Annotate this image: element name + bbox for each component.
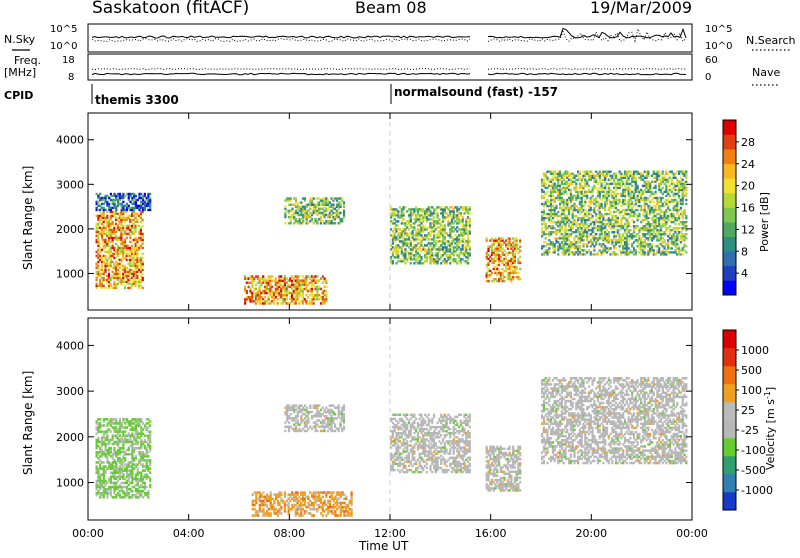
colorbar-swatch [723,474,736,492]
power-ylabel: Slant Range [km] [21,166,35,270]
nave-trace [92,69,686,70]
y-tick-label: 3000 [56,178,84,191]
date-title: 19/Mar/2009 [590,0,692,17]
colorbar-swatch [723,492,736,510]
y-tick-label: 2000 [56,223,84,236]
colorbar-swatch [723,280,736,295]
velocity-colorbar-label: Velocity [m s-1] [763,387,777,470]
beam-title: Beam 08 [355,0,427,17]
colorbar-swatch [723,208,736,223]
cpid-themis: themis 3300 [95,93,179,107]
colorbar-swatch [723,420,736,438]
colorbar-swatch [723,251,736,266]
nsky-trace [92,29,686,39]
colorbar-swatch [723,384,736,402]
nsearch-trace [92,29,686,42]
colorbar-tick-label: 16 [741,202,755,215]
x-tick-label: 04:00 [173,527,205,540]
sky-tick-top: 10^5 [50,24,77,35]
colorbar-swatch [723,222,736,237]
colorbar-tick-label: 25 [741,404,755,417]
x-tick-label: 00:00 [676,527,708,540]
colorbar-tick-label: 12 [741,223,755,236]
colorbar-tick-label: 100 [741,384,762,397]
colorbar-swatch [723,149,736,164]
x-tick-label: 08:00 [273,527,305,540]
colorbar-swatch [723,193,736,208]
nave-tick-bottom: 0 [705,72,711,83]
freq-nave-panel [88,54,692,80]
colorbar-swatch [723,237,736,252]
y-tick-label: 3000 [56,385,84,398]
colorbar-swatch [723,330,736,348]
colorbar-swatch [723,164,736,179]
y-tick-label: 1000 [56,267,84,280]
sky-tick-bottom: 10^0 [50,41,77,52]
freq-tick-top: 18 [62,55,75,66]
sky-search-panel [88,24,692,52]
nsky-label: N.Sky [4,33,36,46]
velocity-colorbar-label-end: ] [764,387,777,391]
colorbar-swatch [723,178,736,193]
velocity-colorbar-label-sup: -1 [763,391,772,399]
x-tick-label: 00:00 [72,527,104,540]
y-tick-label: 4000 [56,134,84,147]
colorbar-swatch [723,456,736,474]
colorbar-tick-label: 28 [741,136,755,149]
nave-tick-top: 60 [705,55,718,66]
nsearch-label: N.Search [746,34,796,47]
colorbar-tick-label: 4 [741,267,748,280]
colorbar-tick-label: -1000 [741,484,773,497]
colorbar-tick-label: 24 [741,158,755,171]
colorbar-tick-label: 1000 [741,344,769,357]
colorbar-tick-label: -100 [741,444,766,457]
freq-tick-bottom: 8 [68,72,74,83]
power-colorbar-label: Power [dB] [758,192,771,252]
power-panel: 1000 2000 3000 4000 28 24 20 16 12 8 4 [56,113,755,310]
y-tick-label: 1000 [56,477,84,490]
velocity-ylabel: Slant Range [km] [21,371,35,475]
y-tick-label: 4000 [56,339,84,352]
station-title: Saskatoon (fitACF) [92,0,249,18]
velocity-colorbar-label-main: Velocity [m s [764,399,777,470]
mhz-label: [MHz] [4,66,36,79]
x-tick-label: 20:00 [575,527,607,540]
colorbar-swatch [723,135,736,150]
colorbar-tick-label: 8 [741,245,748,258]
nave-label: Nave [752,66,780,79]
colorbar-swatch [723,348,736,366]
cpid-label: CPID [4,89,33,102]
colorbar-swatch [723,438,736,456]
colorbar-tick-label: -500 [741,464,766,477]
search-tick-bottom: 10^0 [705,41,732,52]
colorbar-tick-label: 500 [741,364,762,377]
y-tick-label: 2000 [56,431,84,444]
colorbar-swatch [723,366,736,384]
x-tick-label: 16:00 [475,527,507,540]
freq-trace [92,73,686,74]
search-tick-top: 10^5 [705,24,732,35]
colorbar-tick-label: 20 [741,180,755,193]
colorbar-tick-label: -25 [741,424,759,437]
colorbar-swatch [723,402,736,420]
colorbar-swatch [723,120,736,135]
colorbar-swatch [723,266,736,281]
x-axis-label: Time UT [358,539,409,553]
cpid-normalsound: normalsound (fast) -157 [394,85,558,99]
